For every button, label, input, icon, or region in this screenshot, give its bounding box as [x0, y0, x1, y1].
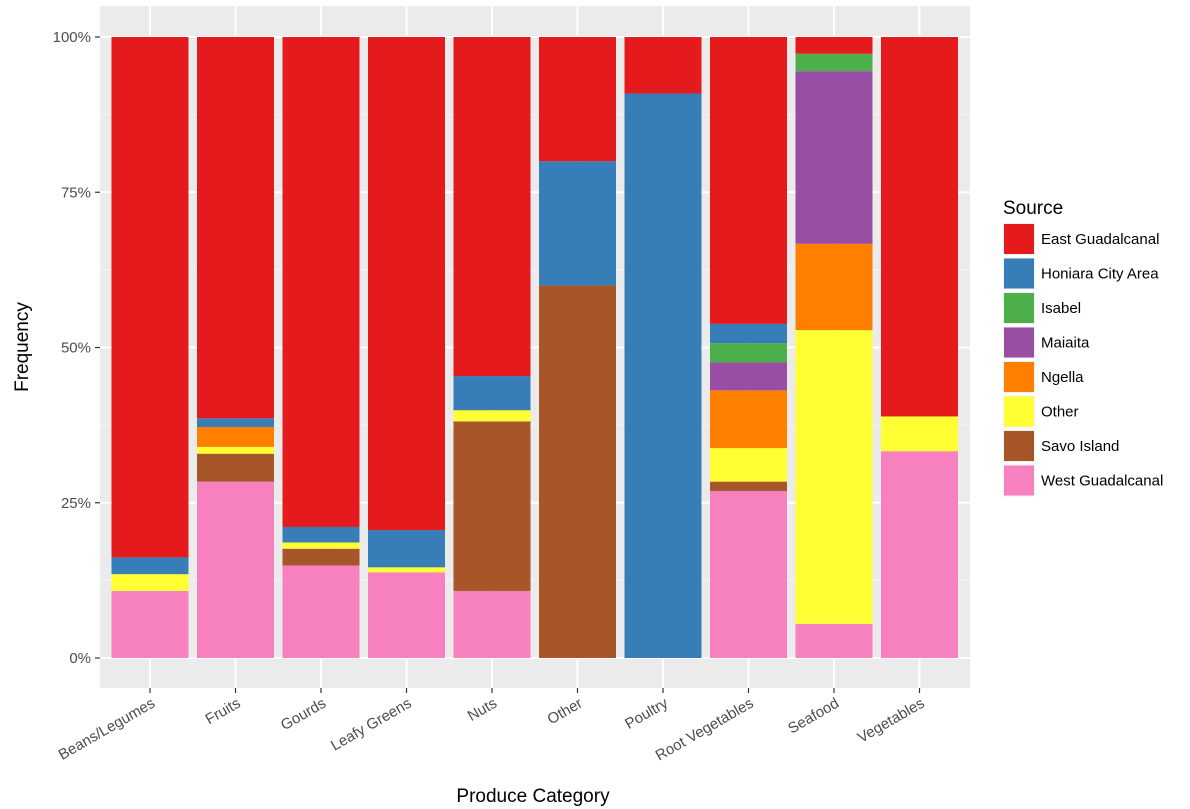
bar-segment-savo-island — [197, 453, 274, 482]
bar-segment-honiara-city-area — [539, 161, 616, 286]
x-tick-label: Fruits — [203, 695, 244, 728]
bar-segment-savo-island — [710, 481, 787, 491]
legend-label: Other — [1041, 404, 1079, 421]
bar-segment-east-guadalcanal — [282, 37, 360, 527]
legend-items: East Guadalcanal Honiara City Area Isabel M… — [1003, 223, 1163, 497]
legend-swatch — [1004, 258, 1034, 289]
x-tick-label: Vegetables — [855, 695, 928, 747]
bar-segment-other — [710, 448, 787, 482]
legend-swatch — [1004, 465, 1034, 496]
x-tick-label: Leafy Greens — [328, 695, 414, 755]
bar-segment-east-guadalcanal — [795, 37, 873, 54]
y-tick-label: 100% — [53, 29, 91, 46]
legend-swatch — [1004, 327, 1034, 358]
bar-segment-maiaita — [795, 71, 873, 244]
legend-swatch — [1004, 431, 1034, 461]
bar-segment-west-guadalcanal — [453, 590, 531, 658]
bar-segment-honiara-city-area — [453, 376, 531, 411]
x-tick-label: Seafood — [785, 695, 842, 738]
legend-label: Isabel — [1041, 300, 1081, 317]
bar-segment-west-guadalcanal — [111, 590, 189, 658]
bar-segment-isabel — [710, 343, 787, 363]
legend-label: Honiara City Area — [1041, 266, 1159, 283]
bar-segment-other — [197, 446, 274, 454]
bar-segment-west-guadalcanal — [197, 481, 274, 658]
bar-segment-east-guadalcanal — [881, 37, 958, 417]
legend-label: Savo Island — [1041, 438, 1119, 455]
bar-segment-honiara-city-area — [197, 418, 274, 427]
bar-segment-ngella — [197, 426, 274, 447]
x-tick-label: Other — [545, 695, 586, 728]
bar-segment-west-guadalcanal — [710, 490, 787, 658]
x-axis-title: Produce Category — [456, 786, 610, 807]
bar-segment-other — [881, 416, 958, 452]
x-tick-label: Poultry — [622, 694, 671, 732]
bar-segment-ngella — [710, 390, 787, 449]
x-tick-label: Beans/Legumes — [56, 695, 158, 764]
bar-segment-east-guadalcanal — [453, 37, 531, 377]
bar-segment-savo-island — [282, 548, 360, 566]
bar-segment-isabel — [795, 53, 873, 72]
bar-segment-other — [795, 330, 873, 624]
legend: Source East Guadalcanal Honiara City Area… — [1003, 198, 1163, 497]
bar-segment-honiara-city-area — [624, 93, 702, 659]
bar-segment-honiara-city-area — [710, 323, 787, 344]
bar-segment-ngella — [795, 243, 873, 331]
bar-segment-west-guadalcanal — [368, 572, 445, 658]
bar-segment-honiara-city-area — [111, 557, 189, 575]
bar-segment-east-guadalcanal — [368, 37, 445, 531]
bar-segment-east-guadalcanal — [539, 37, 616, 162]
bar-segment-west-guadalcanal — [282, 565, 360, 658]
legend-label: West Guadalcanal — [1041, 473, 1163, 490]
legend-swatch — [1004, 396, 1034, 427]
y-axis-title: Frequency — [12, 302, 33, 392]
legend-label: Maiaita — [1041, 335, 1090, 352]
legend-swatch — [1004, 293, 1034, 323]
legend-title: Source — [1003, 198, 1063, 219]
bar-segment-savo-island — [453, 421, 531, 591]
legend-label: Ngella — [1041, 369, 1084, 386]
bar-segment-east-guadalcanal — [624, 37, 702, 94]
y-axis: 0% 25% 50% 75% 100% — [53, 29, 100, 667]
x-axis: Beans/Legumes Fruits Gourds Leafy Greens Nut… — [56, 688, 928, 765]
bar-segment-maiaita — [710, 362, 787, 391]
bar-segment-other — [282, 542, 360, 549]
legend-swatch — [1004, 362, 1034, 392]
x-tick-label: Nuts — [465, 695, 500, 725]
bar-segment-east-guadalcanal — [710, 37, 787, 324]
bar-segment-savo-island — [539, 285, 616, 658]
legend-label: East Guadalcanal — [1041, 231, 1159, 248]
bar-segment-west-guadalcanal — [795, 623, 873, 658]
y-tick-label: 50% — [61, 340, 91, 357]
bar-segment-other — [111, 574, 189, 591]
bar-segment-other — [368, 567, 445, 573]
x-tick-label: Gourds — [278, 695, 329, 734]
bar-segment-east-guadalcanal — [197, 37, 274, 419]
bar-segment-east-guadalcanal — [111, 37, 189, 558]
y-tick-label: 25% — [61, 495, 91, 512]
y-tick-label: 0% — [69, 650, 91, 667]
bar-segment-honiara-city-area — [368, 530, 445, 568]
bar-segment-honiara-city-area — [282, 526, 360, 543]
bars — [111, 37, 958, 659]
bar-segment-west-guadalcanal — [881, 451, 958, 658]
y-tick-label: 75% — [61, 184, 91, 201]
bar-segment-other — [453, 410, 531, 422]
legend-swatch — [1004, 224, 1034, 254]
